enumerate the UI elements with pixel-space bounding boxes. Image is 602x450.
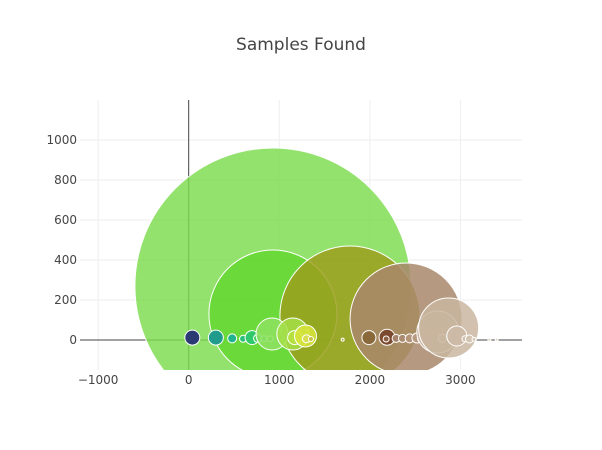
bubble-point (487, 337, 492, 342)
x-tick-label: 0 (185, 373, 193, 387)
bubble-point (471, 336, 477, 342)
y-tick-label: 600 (54, 213, 77, 227)
bubble-point (361, 330, 377, 346)
bubble-point (184, 329, 201, 346)
tick-labels: −1000 0 1000 2000 3000 0 200 400 600 800 1000 (46, 133, 475, 387)
bubble-point (307, 336, 314, 342)
x-tick-label: 3000 (445, 373, 476, 387)
y-tick-label: 200 (54, 293, 77, 307)
y-tick-label: 1000 (46, 133, 77, 147)
x-tick-label: 1000 (264, 373, 295, 387)
chart-title: Samples Found (236, 35, 366, 55)
bubble-point (418, 297, 480, 359)
x-tick-label: −1000 (78, 373, 119, 387)
data-points (134, 147, 499, 370)
bubble-point (494, 337, 499, 342)
y-tick-label: 0 (69, 333, 77, 347)
bubble-point (382, 335, 390, 343)
y-tick-label: 400 (54, 253, 77, 267)
bubble-point (207, 329, 224, 346)
y-tick-label: 800 (54, 173, 77, 187)
x-tick-label: 2000 (355, 373, 386, 387)
bubble-point (227, 333, 238, 344)
bubble-point (340, 337, 345, 342)
